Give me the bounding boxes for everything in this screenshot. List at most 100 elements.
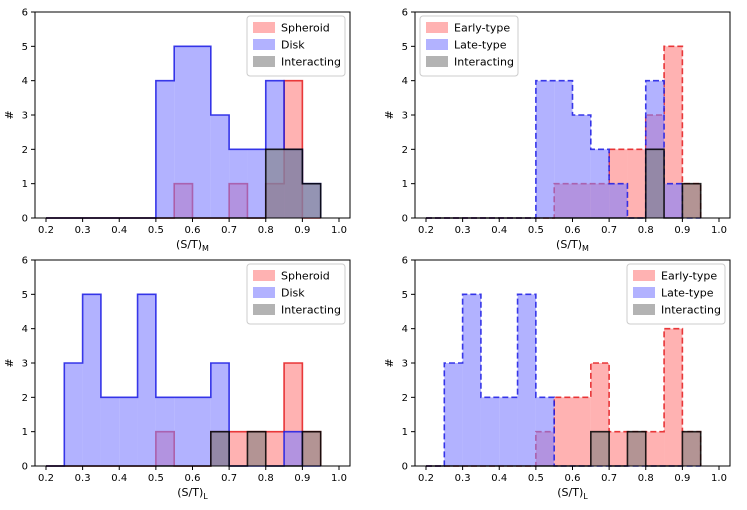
bar	[64, 363, 83, 466]
legend: Early-type Late-type Interacting	[626, 263, 726, 325]
x-tick-label: 0.9	[294, 225, 310, 236]
x-tick-label: 0.5	[148, 225, 164, 236]
y-tick-label: 3	[22, 359, 28, 370]
legend-swatch	[253, 39, 275, 50]
y-tick-label: 1	[22, 427, 28, 438]
legend-swatch	[426, 56, 448, 67]
bar	[664, 328, 683, 466]
y-tick-label: 3	[22, 111, 28, 122]
x-tick-label: 0.4	[111, 225, 127, 236]
y-tick-label: 5	[22, 290, 28, 301]
bar	[82, 294, 101, 466]
bar	[554, 80, 573, 219]
bar	[302, 183, 321, 218]
x-tick-label: 0.8	[638, 473, 654, 484]
bar	[627, 149, 646, 218]
y-tick-label: 1	[402, 427, 408, 438]
bar	[535, 80, 555, 219]
legend-entry: Interacting	[454, 56, 514, 69]
x-tick-label: 0.3	[455, 225, 471, 236]
y-tick-label: 0	[22, 214, 28, 225]
bar	[210, 431, 230, 466]
y-tick-label: 4	[22, 76, 28, 87]
bar	[192, 46, 211, 219]
legend-entry: Spheroid	[281, 270, 330, 283]
bar	[590, 431, 610, 466]
bar	[192, 397, 211, 466]
y-tick-label: 2	[22, 145, 28, 156]
bar	[572, 397, 591, 466]
y-tick-label: 2	[402, 393, 408, 404]
legend-swatch	[253, 56, 275, 67]
y-tick-label: 3	[402, 359, 408, 370]
y-tick-label: 2	[22, 393, 28, 404]
bar	[664, 46, 683, 219]
legend-entry: Early-type	[661, 270, 717, 283]
bar	[247, 149, 266, 218]
legend-entry: Late-type	[661, 287, 714, 300]
bar	[627, 431, 646, 466]
x-tick-label: 1.0	[711, 225, 727, 236]
x-tick-label: 0.5	[148, 473, 164, 484]
x-tick-label: 0.2	[38, 473, 54, 484]
bar	[155, 397, 175, 466]
bar	[480, 397, 500, 466]
bar	[609, 431, 628, 466]
legend-swatch	[426, 39, 448, 50]
y-axis-label: #	[3, 110, 16, 119]
x-tick-label: 1.0	[331, 225, 347, 236]
bar	[100, 397, 120, 466]
legend-entry: Disk	[281, 287, 305, 300]
bar	[265, 431, 285, 466]
bar	[210, 115, 230, 218]
y-tick-label: 5	[402, 42, 408, 53]
bar	[174, 397, 193, 466]
x-tick-label: 0.9	[674, 473, 690, 484]
legend: Early-type Late-type Interacting	[419, 15, 519, 77]
y-tick-label: 5	[22, 42, 28, 53]
legend-swatch	[253, 304, 275, 315]
x-tick-label: 0.9	[674, 225, 690, 236]
y-tick-label: 2	[402, 145, 408, 156]
bar	[572, 115, 591, 218]
x-axis-label: (S/T)L	[177, 486, 208, 501]
x-axis-label: (S/T)M	[176, 238, 209, 253]
bar	[535, 397, 555, 466]
y-tick-label: 6	[402, 8, 408, 19]
bar	[137, 294, 156, 466]
legend: Spheroid Disk Interacting	[246, 15, 346, 77]
x-tick-label: 0.5	[528, 225, 544, 236]
y-axis-label: #	[383, 358, 396, 367]
legend-swatch	[633, 304, 655, 315]
x-tick-label: 0.6	[185, 473, 201, 484]
legend-swatch	[633, 287, 655, 298]
bar	[462, 294, 481, 466]
y-tick-label: 4	[402, 76, 408, 87]
y-tick-label: 5	[402, 290, 408, 301]
legend: Spheroid Disk Interacting	[246, 263, 346, 325]
x-axis-label: (S/T)M	[556, 238, 589, 253]
panel-bottom-left: 0.2 0.3 0.4 0.5 0.6 0.7 0.8 0.9 1.0 0 1 2 3 4 5 6 (S/T)L…	[3, 256, 351, 501]
y-tick-label: 6	[22, 256, 28, 267]
bar	[645, 149, 665, 218]
bar	[119, 397, 138, 466]
x-tick-label: 0.8	[638, 225, 654, 236]
panel-top-right: 0.2 0.3 0.4 0.5 0.6 0.7 0.8 0.9 1.0 0 1 2 3 4 5 6 (S/T)M…	[383, 8, 731, 253]
bar	[444, 363, 463, 466]
legend-entry: Interacting	[281, 56, 341, 69]
bar	[247, 431, 266, 466]
x-tick-label: 0.4	[491, 473, 507, 484]
x-tick-label: 0.3	[75, 225, 91, 236]
bar	[284, 431, 303, 466]
bar	[590, 149, 610, 218]
y-tick-label: 4	[22, 324, 28, 335]
bar	[554, 397, 573, 466]
x-tick-label: 0.2	[418, 473, 434, 484]
x-tick-label: 0.7	[221, 225, 237, 236]
panel-bottom-right: 0.2 0.3 0.4 0.5 0.6 0.7 0.8 0.9 1.0 0 1 2 3 4 5 6 (S/T)L…	[383, 256, 731, 501]
y-axis-label: #	[383, 110, 396, 119]
x-axis-label: (S/T)L	[557, 486, 588, 501]
bar	[265, 149, 285, 218]
y-tick-label: 6	[22, 8, 28, 19]
